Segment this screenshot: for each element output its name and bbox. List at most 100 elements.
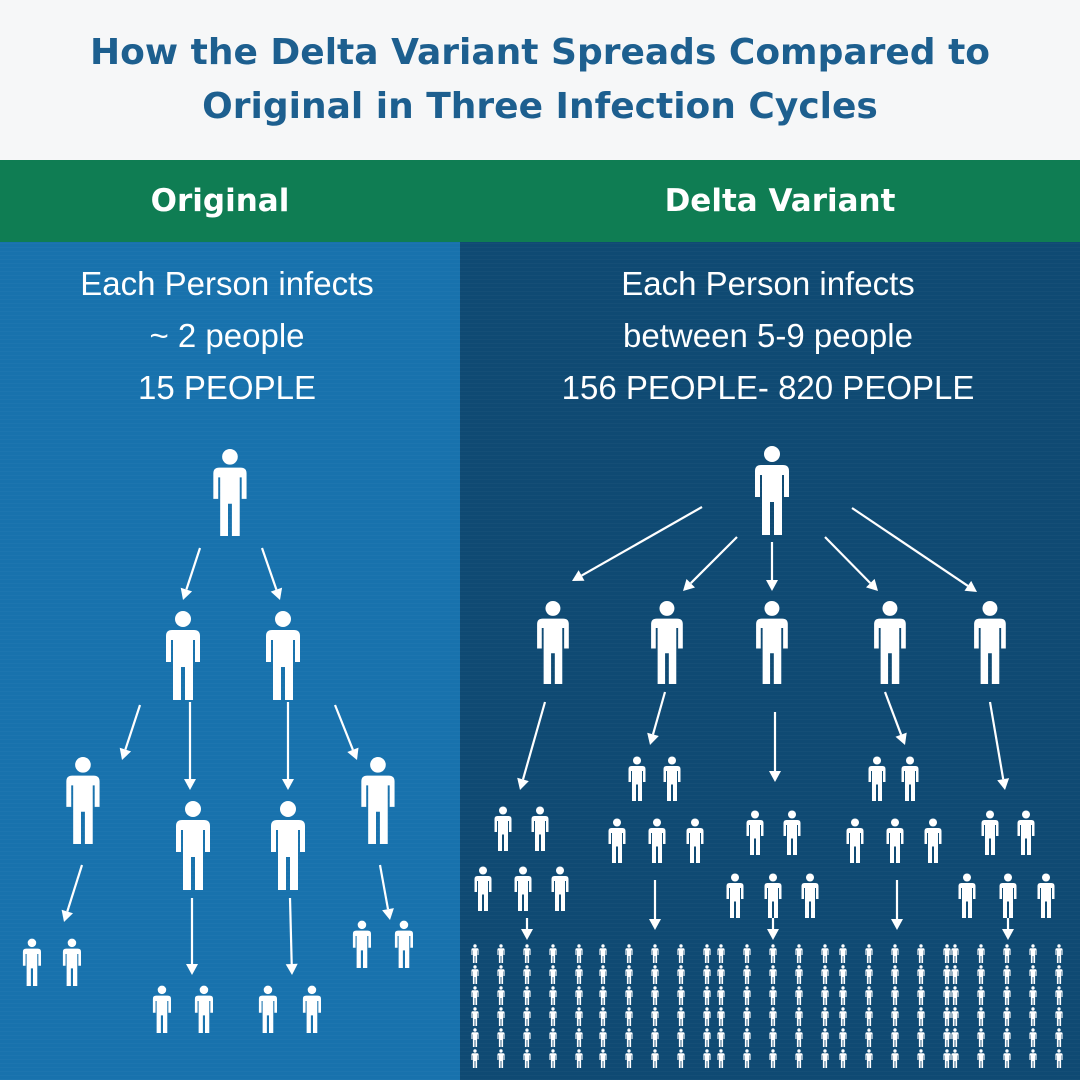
title-area: How the Delta Variant Spreads Compared t… <box>0 0 1080 160</box>
arrow-icon <box>883 691 907 745</box>
person-icon <box>1003 1049 1011 1068</box>
delta-column-label: Delta Variant <box>664 183 896 219</box>
person-icon <box>764 873 782 918</box>
person-icon <box>176 801 210 890</box>
people-layer <box>22 446 1063 1068</box>
arrow-icon <box>517 701 547 790</box>
person-icon <box>549 1007 557 1026</box>
person-icon <box>951 965 959 984</box>
arrow-icon <box>378 864 394 920</box>
person-icon <box>917 1028 925 1047</box>
person-icon <box>717 986 725 1005</box>
person-icon <box>865 965 873 984</box>
person-icon <box>663 756 681 801</box>
person-icon <box>66 756 100 844</box>
person-icon <box>523 1028 531 1047</box>
arrow-icon <box>1002 918 1014 940</box>
person-icon <box>717 1028 725 1047</box>
person-icon <box>821 986 829 1005</box>
person-icon <box>497 1007 505 1026</box>
person-icon <box>599 1007 607 1026</box>
person-icon <box>651 1049 659 1068</box>
person-icon <box>743 1028 751 1047</box>
person-icon <box>795 1007 803 1026</box>
arrow-icon <box>851 507 977 592</box>
arrow-icon <box>988 701 1010 790</box>
person-icon <box>951 986 959 1005</box>
person-icon <box>549 1028 557 1047</box>
original-total-people: 15 PEOPLE <box>138 369 316 406</box>
person-icon <box>891 965 899 984</box>
person-icon <box>917 1007 925 1026</box>
person-icon <box>846 818 864 863</box>
person-icon <box>717 965 725 984</box>
person-icon <box>575 986 583 1005</box>
person-icon <box>1037 873 1055 918</box>
arrow-icon <box>769 712 781 782</box>
person-icon <box>868 756 886 801</box>
person-icon <box>743 1049 751 1068</box>
person-icon <box>886 818 904 863</box>
person-icon <box>951 1049 959 1068</box>
person-icon <box>743 965 751 984</box>
person-icon <box>821 1028 829 1047</box>
person-icon <box>756 600 788 684</box>
person-icon <box>865 986 873 1005</box>
person-icon <box>795 944 803 963</box>
person-icon <box>703 1049 711 1068</box>
person-icon <box>795 986 803 1005</box>
original-description: Each Person infects ~ 2 people 15 PEOPLE <box>0 258 454 414</box>
person-icon <box>625 965 633 984</box>
person-icon <box>686 818 704 863</box>
person-icon <box>746 810 764 855</box>
person-icon <box>795 965 803 984</box>
person-icon <box>651 965 659 984</box>
person-icon <box>951 944 959 963</box>
person-icon <box>1017 810 1035 855</box>
person-icon <box>651 1007 659 1026</box>
person-icon <box>651 986 659 1005</box>
arrow-icon <box>260 547 283 600</box>
person-icon <box>625 1049 633 1068</box>
person-icon <box>1029 944 1037 963</box>
original-column-label: Original <box>150 183 290 219</box>
person-icon <box>821 1007 829 1026</box>
person-icon <box>839 1049 847 1068</box>
person-icon <box>523 944 531 963</box>
arrow-icon <box>767 918 779 940</box>
person-icon <box>549 1049 557 1068</box>
person-icon <box>537 600 569 684</box>
person-icon <box>755 446 789 535</box>
person-icon <box>599 986 607 1005</box>
person-icon <box>769 986 777 1005</box>
person-icon <box>795 1028 803 1047</box>
original-infection-rate: Each Person infects <box>80 265 374 302</box>
person-icon <box>743 986 751 1005</box>
person-icon <box>1055 1049 1063 1068</box>
person-icon <box>531 806 549 851</box>
person-icon <box>1029 965 1037 984</box>
person-icon <box>769 1028 777 1047</box>
person-icon <box>497 1028 505 1047</box>
person-icon <box>677 1007 685 1026</box>
person-icon <box>523 965 531 984</box>
person-icon <box>1029 1007 1037 1026</box>
person-icon <box>514 866 532 911</box>
person-icon <box>677 965 685 984</box>
person-icon <box>783 810 801 855</box>
person-icon <box>977 965 985 984</box>
arrow-icon <box>119 704 142 760</box>
person-icon <box>651 600 683 684</box>
person-icon <box>891 1049 899 1068</box>
arrows-layer <box>61 506 1014 975</box>
person-icon <box>271 801 305 890</box>
arrow-icon <box>186 898 198 975</box>
person-icon <box>625 986 633 1005</box>
arrow-icon <box>647 691 667 745</box>
person-icon <box>703 965 711 984</box>
person-icon <box>769 1007 777 1026</box>
delta-infection-rate: Each Person infects <box>621 265 915 302</box>
person-icon <box>625 944 633 963</box>
person-icon <box>677 1049 685 1068</box>
